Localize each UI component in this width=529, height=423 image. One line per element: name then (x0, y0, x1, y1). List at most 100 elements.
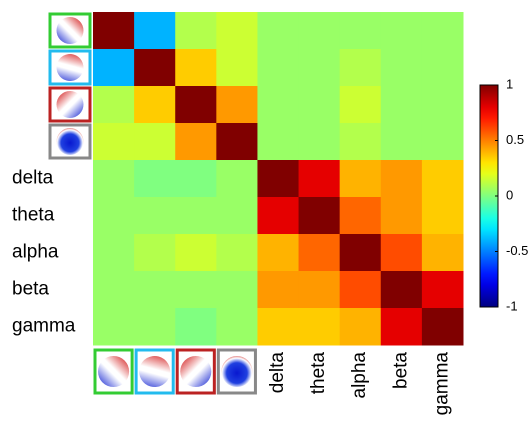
heatmap-cell (381, 12, 423, 50)
heatmap-cell (340, 197, 382, 235)
icon-head (180, 356, 211, 387)
heatmap-cell (216, 49, 258, 87)
heatmap-cell (175, 123, 217, 161)
heatmap-cell (422, 86, 464, 124)
heatmap-cell (134, 308, 176, 346)
heatmap-cell (175, 160, 217, 198)
heatmap-cell (340, 12, 382, 50)
heatmap-cell (216, 234, 258, 272)
colorbar-tick-label: 1 (506, 76, 513, 91)
topo-map-icon (133, 350, 175, 393)
heatmap-cell (134, 12, 176, 50)
colorbar-tick-label: 0 (506, 187, 513, 202)
heatmap-cell (257, 197, 299, 235)
heatmap-cell (134, 86, 176, 124)
heatmap-cell (257, 160, 299, 198)
topo-map-icon (218, 350, 255, 393)
icon-head (57, 128, 84, 155)
heatmap-cell (381, 49, 423, 87)
heatmap-cell (299, 12, 341, 50)
column-label: alpha (349, 352, 370, 399)
heatmap-cell (299, 271, 341, 309)
heatmap-cell (134, 160, 176, 198)
heatmap-cell (134, 197, 176, 235)
row-label: beta (12, 279, 49, 300)
heatmap-cell (175, 197, 217, 235)
heatmap-cell (299, 86, 341, 124)
heatmap-cell (381, 123, 423, 161)
heatmap-cell (299, 49, 341, 87)
heatmap-cell (340, 123, 382, 161)
row-label: theta (12, 205, 55, 226)
heatmap-cell (257, 234, 299, 272)
colorbar-tick-label: -1 (506, 298, 518, 313)
column-label: gamma (431, 352, 452, 416)
heatmap-cell (134, 49, 176, 87)
heatmap-cell (422, 308, 464, 346)
icon-head (98, 356, 129, 387)
heatmap-cell (216, 86, 258, 124)
row-label: delta (12, 168, 54, 189)
heatmap-cell (216, 308, 258, 346)
heatmap-cell (93, 123, 135, 161)
heatmap-cell (175, 12, 217, 50)
heatmap-cell (216, 123, 258, 161)
heatmap-cell (299, 197, 341, 235)
heatmap-cell (93, 86, 135, 124)
heatmap-cell (175, 86, 217, 124)
heatmap-cell (381, 197, 423, 235)
icon-head (57, 91, 84, 118)
heatmap-cell (93, 271, 135, 309)
heatmap-cell (257, 12, 299, 50)
heatmap-cell (422, 123, 464, 161)
heatmap-cell (175, 49, 217, 87)
heatmap-cell (381, 308, 423, 346)
heatmap-cell (340, 234, 382, 272)
row-label: gamma (12, 316, 76, 337)
heatmap-cell (216, 197, 258, 235)
icon-head (221, 356, 252, 387)
topo-map-icon (50, 125, 90, 158)
heatmap-cell (340, 160, 382, 198)
icon-head (57, 17, 84, 44)
heatmap-cell (257, 49, 299, 87)
heatmap-cell (340, 308, 382, 346)
heatmap-cell (422, 12, 464, 50)
row-label: alpha (12, 242, 59, 263)
heatmap-cell (93, 234, 135, 272)
heatmap-cell (134, 234, 176, 272)
heatmap-cell (299, 123, 341, 161)
heatmap-cell (93, 12, 135, 50)
heatmap-cell (216, 271, 258, 309)
heatmap-cell (257, 271, 299, 309)
heatmap-cell (381, 160, 423, 198)
heatmap-cell (93, 308, 135, 346)
heatmap-cell (216, 12, 258, 50)
heatmap-cell (216, 160, 258, 198)
heatmap-cell (257, 123, 299, 161)
heatmap-cell (422, 49, 464, 87)
heatmap-cell (93, 160, 135, 198)
heatmap-cell (299, 308, 341, 346)
topo-map-icon (50, 14, 90, 47)
topo-map-icon (50, 88, 90, 121)
column-label: theta (308, 352, 329, 395)
colorbar-tick-label: 0.5 (506, 132, 524, 147)
heatmap-cell (422, 197, 464, 235)
heatmap-cell (93, 49, 135, 87)
heatmap-cell (422, 160, 464, 198)
colorbar-tick-label: -0.5 (506, 243, 528, 258)
heatmap-cell (175, 234, 217, 272)
heatmap-cell (134, 271, 176, 309)
heatmap-cell (422, 271, 464, 309)
topo-map-icon (177, 350, 214, 393)
heatmap-cell (381, 271, 423, 309)
heatmap-cell (340, 271, 382, 309)
heatmap-cell (340, 86, 382, 124)
heatmap-cell (134, 123, 176, 161)
column-label: beta (390, 352, 411, 389)
chart: 10.50-0.5-1 deltadeltathetathetaalphaalp… (0, 0, 529, 423)
heatmap-cell (175, 308, 217, 346)
heatmap-cell (257, 86, 299, 124)
topo-map-icon (95, 350, 132, 393)
